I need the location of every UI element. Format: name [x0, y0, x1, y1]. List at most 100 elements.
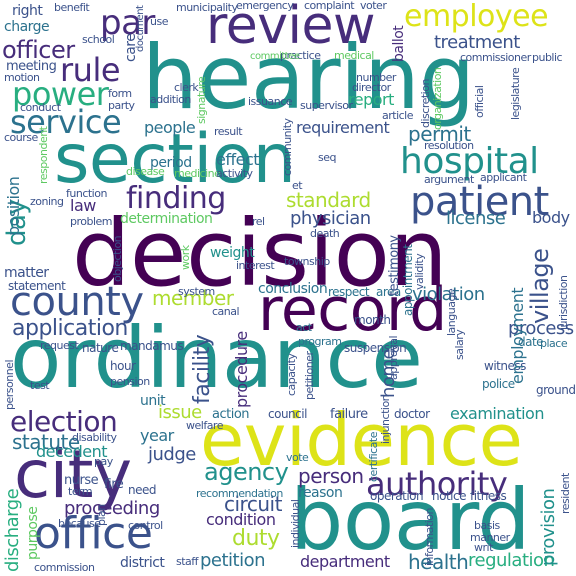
word-county: county	[10, 279, 144, 325]
word-report: report	[348, 90, 394, 109]
word-program: program	[298, 335, 342, 348]
word-respect: respect	[328, 285, 370, 299]
word-proceeding: proceeding	[64, 498, 160, 519]
word-pay: pay	[94, 455, 113, 468]
word-issue: issue	[158, 402, 202, 423]
word-township: township	[284, 255, 330, 268]
word-because: because	[58, 517, 101, 530]
word-par: par	[100, 3, 155, 43]
word-matter: matter	[4, 265, 49, 281]
word-ground: ground	[536, 383, 576, 397]
word-conduct: conduct	[20, 101, 61, 114]
word-committee: committee	[250, 51, 300, 62]
word-welfare: welfare	[186, 419, 223, 432]
word-supervisor: supervisor	[300, 99, 353, 112]
word-ballot: ballot	[391, 25, 407, 62]
word-medicine: medicine	[174, 167, 221, 180]
word-reason: reason	[298, 485, 343, 501]
word-injunction: injunction	[379, 394, 392, 444]
word-regulation: regulation	[468, 550, 555, 571]
word-motion: motion	[4, 71, 40, 84]
word-hour: hour	[110, 359, 136, 373]
word-respondent: respondent	[37, 126, 50, 185]
word-election: election	[10, 405, 118, 438]
word-document: document	[135, 5, 146, 52]
word-notice: notice	[432, 489, 466, 503]
word-charge: charge	[4, 19, 50, 35]
word-discharge: discharge	[2, 488, 23, 572]
word-patient: patient	[410, 179, 549, 225]
word-pension: pension	[110, 375, 150, 388]
word-determination: determination	[120, 211, 213, 227]
word-condition: condition	[206, 510, 276, 529]
word-board: board	[290, 471, 531, 569]
word-nature: nature	[82, 341, 119, 355]
word-community: community	[281, 118, 294, 176]
word-effect: effect	[216, 150, 260, 169]
word-rel: rel	[252, 215, 265, 228]
word-course: course	[4, 131, 38, 144]
word-disease: disease	[126, 165, 165, 178]
word-medical: medical	[334, 49, 374, 62]
word-service: service	[10, 103, 122, 141]
word-complaint: complaint	[304, 0, 355, 12]
word-individual: individual	[289, 499, 302, 548]
word-hospital: hospital	[400, 141, 539, 182]
word-authority: authority	[366, 465, 508, 503]
word-party: party	[108, 99, 135, 112]
word-problem: problem	[70, 215, 113, 228]
word-system: system	[178, 285, 215, 298]
word-procedure: procedure	[232, 331, 251, 408]
word-review: review	[206, 0, 375, 56]
word-requirement: requirement	[296, 118, 390, 137]
word-jurisdiction: jurisdiction	[557, 275, 570, 331]
word-capacity: capacity	[285, 353, 298, 396]
word-month: month	[354, 313, 391, 327]
word-addition: addition	[150, 93, 191, 106]
word-resident: resident	[559, 473, 572, 514]
word-doctor: doctor	[394, 407, 430, 421]
word-nurse: nurse	[64, 473, 99, 488]
word-disability: disability	[72, 431, 117, 444]
word-argument: argument	[424, 173, 474, 186]
word-fitness: fitness	[470, 489, 507, 503]
word-test: test	[30, 379, 50, 392]
word-director: director	[352, 81, 391, 94]
word-department: department	[300, 552, 390, 571]
word-year: year	[140, 426, 174, 445]
word-action: action	[212, 407, 250, 422]
word-discretion: discretion	[419, 79, 432, 128]
word-need: need	[128, 483, 157, 497]
word-function: function	[66, 187, 107, 200]
word-village: village	[526, 248, 554, 324]
word-period: period	[150, 155, 192, 171]
word-witness: witness	[484, 359, 526, 373]
word-employee: employee	[404, 0, 549, 34]
word-staff: staff	[176, 555, 199, 568]
word-mandamus: mandamus	[120, 339, 184, 353]
word-emergency: emergency	[236, 0, 294, 12]
word-testimony: testimony	[387, 235, 402, 296]
word-area: area	[376, 285, 401, 299]
word-manner: manner	[470, 531, 510, 544]
word-license: license	[446, 208, 506, 229]
word-certificate: certificate	[367, 431, 380, 482]
word-facility: facility	[190, 334, 215, 404]
word-commission: commission	[34, 561, 95, 574]
word-provision: provision	[538, 488, 559, 566]
word-police: police	[482, 377, 515, 391]
word-signature: signature	[195, 76, 208, 124]
word-physician: physician	[290, 208, 371, 229]
word-law: law	[70, 196, 96, 215]
word-permit: permit	[408, 122, 471, 146]
word-section: section	[54, 120, 296, 199]
word-canal: canal	[212, 305, 240, 318]
word-writ: writ	[474, 541, 493, 554]
word-organization: organization	[431, 67, 444, 130]
word-request: request	[40, 339, 79, 352]
word-statement: statement	[8, 279, 66, 293]
word-use: use	[150, 15, 168, 28]
word-activity: activity	[216, 167, 253, 180]
word-clerk: clerk	[174, 81, 199, 94]
